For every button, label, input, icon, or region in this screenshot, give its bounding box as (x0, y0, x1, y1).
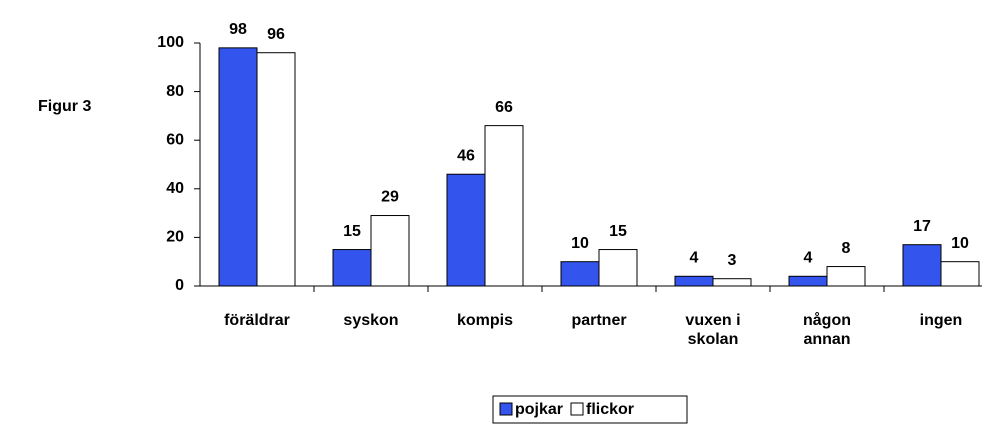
legend-swatch (499, 402, 513, 416)
value-label: 4 (804, 249, 813, 266)
bar (712, 278, 752, 287)
y-tick-label: 20 (166, 229, 184, 246)
x-tick-label: någon annan (803, 312, 851, 348)
y-tick-label: 40 (166, 180, 184, 197)
bar (370, 215, 410, 287)
value-label: 29 (381, 189, 399, 206)
bar (902, 244, 942, 287)
bar (446, 173, 486, 287)
legend-swatch (570, 402, 584, 416)
bar (788, 275, 828, 287)
bar (484, 125, 524, 287)
bar (826, 266, 866, 287)
value-label: 15 (609, 223, 627, 240)
y-tick-label: 80 (166, 83, 184, 100)
x-tick-label: partner (571, 312, 627, 329)
x-tick-label: föräldrar (224, 312, 290, 329)
bar (256, 52, 296, 287)
x-tick-label: kompis (456, 312, 513, 329)
value-label: 98 (229, 21, 247, 38)
bar (674, 275, 714, 287)
y-tick-label: 100 (157, 34, 184, 51)
x-tick-label: ingen (919, 312, 963, 329)
x-tick-label: syskon (343, 312, 399, 329)
x-tick-label: vuxen i skolan (685, 312, 741, 348)
bar (332, 249, 372, 287)
bar (218, 47, 258, 287)
y-tick-label: 0 (175, 277, 184, 294)
value-label: 17 (913, 218, 931, 235)
bar (598, 249, 638, 287)
value-label: 3 (728, 252, 737, 269)
legend: pojkar flickor (492, 395, 688, 424)
value-label: 46 (457, 147, 475, 164)
bar (940, 261, 980, 287)
legend-label: pojkar (515, 401, 563, 418)
value-label: 4 (690, 249, 699, 266)
value-label: 10 (951, 235, 969, 252)
value-label: 96 (267, 26, 285, 43)
annotation: Figur 3 (38, 98, 91, 115)
value-label: 15 (343, 223, 361, 240)
bar (560, 261, 600, 287)
value-label: 8 (842, 240, 851, 257)
value-label: 66 (495, 99, 513, 116)
legend-box (492, 395, 688, 424)
value-label: 10 (571, 235, 589, 252)
legend-label: flickor (586, 401, 634, 418)
y-tick-label: 60 (166, 131, 184, 148)
